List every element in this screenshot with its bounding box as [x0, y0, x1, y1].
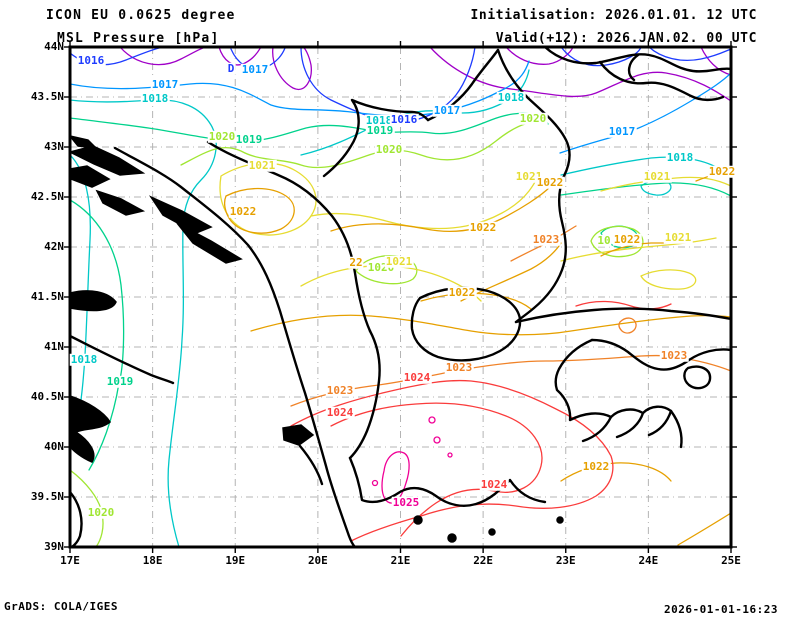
contour-label-1023: 1023 — [659, 348, 689, 362]
contour-label-1022: 1022 — [707, 164, 737, 178]
contour-label-1022: 1022 — [228, 204, 258, 218]
contour-label-1024: 1024 — [479, 477, 509, 491]
contour-label-1017: 1017 — [432, 103, 462, 117]
contour-label-1022: 1022 — [612, 232, 642, 246]
contour-label-1022: 22 — [348, 255, 364, 269]
contour-label-1017: 1017 — [607, 124, 637, 138]
x-tick-label-22E: 22E — [473, 554, 494, 567]
contour-label-1021: 1021 — [663, 230, 693, 244]
x-tick-label-20E: 20E — [307, 554, 328, 567]
x-tick-label-25E: 25E — [721, 554, 741, 567]
isobar-lines-1023 — [290, 225, 731, 407]
variable-title: MSL Pressure [hPa] — [57, 31, 220, 46]
contour-label-1019: 1019 — [105, 374, 135, 388]
contour-label-1021: 1021 — [642, 169, 672, 183]
isobar-lines-1025 — [371, 416, 453, 504]
contour-label-1018: 1018 — [69, 352, 99, 366]
map-frame — [68, 45, 733, 549]
initialisation-time: Initialisation: 2026.01.01. 12 UTC — [470, 8, 757, 23]
contour-label-1018: 1018 — [140, 91, 170, 105]
contour-label-1016: 1016 — [389, 112, 419, 126]
creation-timestamp: 2026-01-01-16:23 — [664, 603, 778, 616]
contour-label-1018: 1018 — [364, 113, 394, 127]
grads-credit: GrADS: COLA/IGES — [4, 600, 118, 613]
y-tick-label-41N: 41N — [44, 340, 64, 353]
coastlines-and-borders — [70, 47, 731, 547]
y-tick-label-43N: 43N — [44, 140, 64, 153]
y-tick-label-39.5N: 39.5N — [30, 490, 64, 503]
contour-label-1023: 1023 — [531, 232, 561, 246]
contour-label-1024: 1024 — [325, 405, 355, 419]
y-tick-label-44N: 44N — [44, 40, 64, 53]
contour-label-1021: 1021 — [384, 254, 414, 268]
contour-label-1022: 1022 — [468, 220, 498, 234]
contour-label-1024: 1024 — [402, 370, 432, 384]
contour-label-1017: 1017 — [150, 77, 180, 91]
contour-label-1021: 1021 — [247, 158, 277, 172]
contour-label-1022: 1022 — [581, 459, 611, 473]
y-tick-label-42.5N: 42.5N — [30, 190, 64, 203]
y-tick-label-40.5N: 40.5N — [30, 390, 64, 403]
contour-label-1017: 1017 — [240, 62, 270, 76]
contour-label-1020: 1020 — [207, 129, 237, 143]
x-tick-label-24E: 24E — [638, 554, 659, 567]
y-tick-label-42N: 42N — [44, 240, 64, 253]
y-tick-label-39N: 39N — [44, 540, 64, 553]
x-tick-label-21E: 21E — [390, 554, 411, 567]
contour-label-1018: 1018 — [496, 90, 526, 104]
isobar-lines-1024 — [290, 300, 672, 542]
y-tick-label-41.5N: 41.5N — [30, 290, 64, 303]
contour-label-1025: 1025 — [391, 495, 421, 509]
contour-label-1019: 1019 — [365, 123, 395, 137]
x-tick-label-17E: 17E — [60, 554, 80, 567]
isobar-lines-1022 — [224, 170, 731, 546]
contour-label-1016: D — [226, 61, 236, 75]
valid-time: Valid(+12): 2026.JAN.02. 00 UTC — [495, 31, 757, 46]
contour-label-1019: 1019 — [234, 132, 264, 146]
contour-label-1023: 1023 — [325, 383, 355, 397]
x-tick-label-18E: 18E — [142, 554, 163, 567]
x-tick-label-19E: 19E — [225, 554, 246, 567]
contour-label-1020: 10 — [596, 233, 612, 247]
contour-label-1022: 1022 — [535, 175, 565, 189]
y-tick-label-43.5N: 43.5N — [30, 90, 64, 103]
contour-label-1020: 1020 — [518, 111, 548, 125]
isobar-lines-purple — [119, 47, 731, 102]
contour-label-1023: 1023 — [444, 360, 474, 374]
contour-label-1020: 1020 — [86, 505, 116, 519]
contour-label-1022: 1022 — [447, 285, 477, 299]
x-tick-label-23E: 23E — [555, 554, 576, 567]
y-tick-label-40N: 40N — [44, 440, 64, 453]
contour-label-1020: 1020 — [374, 142, 404, 156]
model-title: ICON EU 0.0625 degree — [46, 8, 236, 23]
contour-label-1018: 1018 — [665, 150, 695, 164]
contour-label-1016: 1016 — [76, 53, 106, 67]
